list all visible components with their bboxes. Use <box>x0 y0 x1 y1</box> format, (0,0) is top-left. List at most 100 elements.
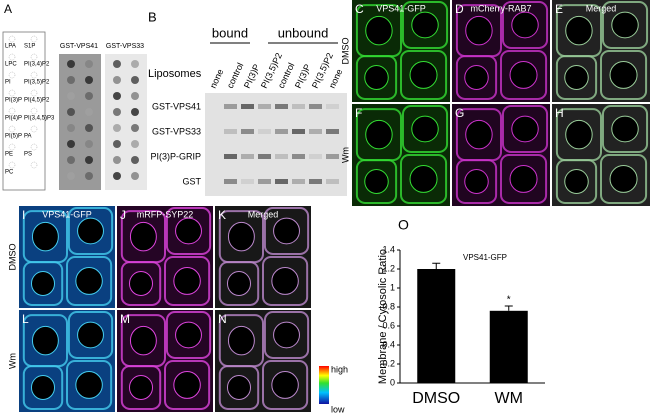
label: mCherry-RAB7 <box>470 3 531 13</box>
vacuole <box>129 221 157 252</box>
cell <box>501 105 549 153</box>
vacuole <box>173 267 201 295</box>
label: A <box>4 2 12 16</box>
label: PI(3)P-GRIP <box>150 151 201 161</box>
dot <box>131 172 139 180</box>
label: PI(3,5)P2 <box>24 80 50 86</box>
label: F <box>355 106 362 120</box>
spot-outline <box>8 107 16 115</box>
label: VPS41-GFP <box>376 3 426 13</box>
dot <box>85 92 93 100</box>
band <box>275 129 288 134</box>
label: none <box>208 67 226 89</box>
band <box>292 104 305 109</box>
vacuole <box>227 221 255 252</box>
band <box>241 104 254 109</box>
band <box>241 179 254 184</box>
cell <box>455 55 498 100</box>
label: GST-VPS41 <box>60 43 98 50</box>
label: PE <box>5 152 13 158</box>
label: J <box>120 208 126 222</box>
blot <box>205 93 347 196</box>
cell <box>601 105 649 153</box>
bar <box>489 310 528 383</box>
dot <box>67 92 75 100</box>
band <box>275 104 288 109</box>
spot-outline <box>30 35 38 43</box>
cell <box>400 50 448 100</box>
cell <box>22 365 64 410</box>
label: PI(4,5)P2 <box>24 98 50 104</box>
label: O <box>398 217 409 233</box>
label: H <box>555 106 564 120</box>
dot <box>131 60 139 68</box>
vacuole <box>509 61 538 89</box>
bar <box>417 269 456 383</box>
label: K <box>218 208 226 222</box>
band <box>275 154 288 159</box>
vacuole <box>77 217 104 245</box>
cell <box>120 261 162 306</box>
band <box>224 104 237 109</box>
label: G <box>455 106 464 120</box>
label: Wm <box>340 147 350 163</box>
dot <box>85 76 93 84</box>
cell <box>165 311 212 359</box>
label: GST <box>182 176 201 186</box>
vacuole <box>30 375 56 401</box>
label: * <box>507 295 511 306</box>
label: 1.4 <box>382 244 395 254</box>
vacuole <box>128 375 154 401</box>
vacuole <box>409 165 438 193</box>
label: high <box>331 364 348 374</box>
band <box>309 154 322 159</box>
dot <box>113 92 121 100</box>
spot-outline <box>30 161 38 169</box>
label: PI(3,4)P2 <box>24 62 50 68</box>
band <box>292 129 305 134</box>
label: 0.8 <box>382 301 395 311</box>
cell <box>164 360 211 410</box>
label: Liposomes <box>148 68 202 80</box>
vacuole <box>565 15 593 46</box>
label: PI(3,4,5)P3 <box>24 116 55 122</box>
dot <box>113 140 121 148</box>
label: C <box>355 2 364 16</box>
cell <box>400 154 448 204</box>
label: 0.6 <box>382 320 395 330</box>
label: LPA <box>5 44 16 50</box>
band <box>275 179 288 184</box>
vacuole <box>609 61 638 89</box>
label: DMSO <box>412 390 460 407</box>
vacuole <box>609 165 638 193</box>
cell <box>263 311 310 359</box>
label: S1P <box>24 44 35 50</box>
label: Membrane / Cytosolic Ratio <box>377 249 389 384</box>
label: Merged <box>586 3 617 13</box>
dot <box>131 140 139 148</box>
spot-outline <box>8 53 16 61</box>
label: none <box>327 67 345 89</box>
cell <box>262 360 309 410</box>
cell <box>401 105 449 153</box>
band <box>326 129 339 134</box>
label: Merged <box>248 209 279 219</box>
band <box>258 154 271 159</box>
band <box>309 104 322 109</box>
dot <box>85 108 93 116</box>
vacuole <box>364 169 389 195</box>
band <box>258 104 271 109</box>
error-bar <box>504 305 513 311</box>
vacuole <box>511 115 539 143</box>
cell <box>120 365 162 410</box>
dot <box>67 140 75 148</box>
cell <box>500 154 548 204</box>
label: mRFP-SYP22 <box>137 209 194 219</box>
dot <box>85 172 93 180</box>
color-scale <box>319 366 329 404</box>
cell <box>555 159 598 204</box>
vacuole <box>409 61 438 89</box>
spot-outline <box>8 71 16 79</box>
membrane-strip <box>2 31 46 191</box>
